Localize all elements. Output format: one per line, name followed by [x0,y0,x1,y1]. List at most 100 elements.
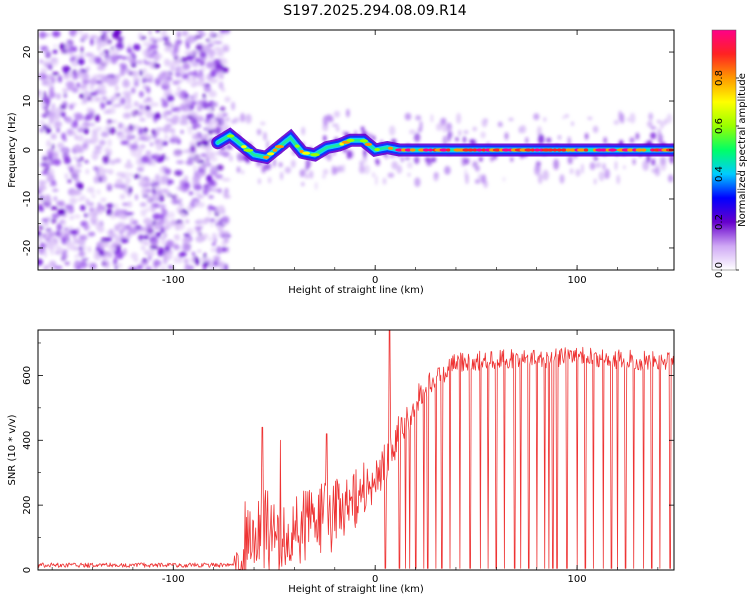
noise-blob [194,200,199,208]
noise-blob [194,51,199,54]
halo-blob [595,162,602,168]
noise-blob [182,73,189,80]
noise-blob [124,103,133,110]
halo-blob [299,169,306,178]
halo-blob [613,120,620,125]
noise-blob [115,178,124,186]
halo-blob [413,132,421,142]
noise-blob [197,172,206,177]
noise-blob [162,30,167,36]
noise-blob [193,165,197,173]
noise-blob [72,130,77,137]
noise-blob [186,35,195,44]
x-tick-label: -100 [162,574,185,585]
noise-blob [185,219,190,224]
noise-blob [115,209,123,215]
noise-blob [179,103,187,111]
hot-spot [263,155,270,159]
noise-blob [56,200,65,206]
halo-blob [508,117,514,122]
noise-blob [79,93,84,99]
noise-blob [206,124,215,130]
halo-blob [580,163,584,174]
noise-blob [205,38,211,42]
halo-blob [322,173,326,180]
noise-blob [38,180,47,185]
noise-blob [50,168,54,175]
noise-blob [187,71,197,76]
noise-blob [139,69,144,77]
halo-blob [629,112,636,124]
noise-blob [44,109,50,114]
halo-blob [387,172,395,178]
noise-blob [104,237,113,242]
halo-blob [538,134,545,145]
hot-spot [627,148,634,152]
noise-blob [86,261,93,266]
halo-blob [328,116,334,123]
halo-blob [565,114,569,118]
noise-blob [114,234,122,242]
halo-blob [346,108,350,118]
noise-blob [209,78,218,84]
noise-blob [149,44,158,49]
y-tick-label: -10 [22,191,33,207]
noise-blob [122,226,127,233]
noise-blob [95,126,103,131]
halo-blob [236,166,241,173]
noise-blob [114,224,120,232]
noise-blob [119,183,127,190]
noise-blob [162,79,171,87]
halo-blob [618,110,622,122]
x-tick-label: 0 [372,574,378,585]
noise-blob [203,252,207,260]
noise-blob [182,62,191,70]
noise-blob [110,49,119,57]
x-tick-label: 100 [568,275,587,286]
noise-blob [82,73,89,81]
noise-blob [125,68,131,74]
noise-blob [62,151,70,160]
noise-blob [136,111,144,115]
noise-blob [129,56,134,61]
noise-blob [180,114,188,123]
noise-blob [80,144,89,151]
noise-blob [43,91,47,98]
noise-blob [66,116,71,121]
noise-blob [64,43,70,51]
halo-blob [409,129,416,135]
noise-blob [111,104,121,108]
noise-blob [55,149,60,153]
noise-blob [91,153,99,160]
noise-blob [50,107,54,116]
halo-blob [659,160,667,172]
noise-blob [127,54,131,63]
halo-blob [478,173,482,184]
hot-spot [576,148,587,152]
noise-blob [48,90,56,99]
noise-blob [160,175,169,182]
halo-blob [284,166,292,174]
noise-blob [89,95,95,104]
halo-blob [648,112,653,121]
noise-blob [114,85,119,92]
halo-blob [220,118,224,125]
y-tick-label: 400 [22,431,33,450]
noise-blob [138,90,144,98]
noise-blob [183,175,189,182]
noise-blob [107,138,112,147]
noise-blob [76,265,81,270]
noise-blob [146,87,151,93]
noise-blob [171,131,176,136]
noise-blob [102,155,110,163]
noise-blob [142,41,152,47]
noise-blob [52,113,61,121]
halo-blob [372,135,376,141]
noise-blob [165,156,169,161]
noise-blob [156,220,165,226]
noise-blob [91,219,97,225]
colorbar-gradient [712,30,736,270]
halo-blob [268,177,272,184]
noise-blob [161,188,169,193]
